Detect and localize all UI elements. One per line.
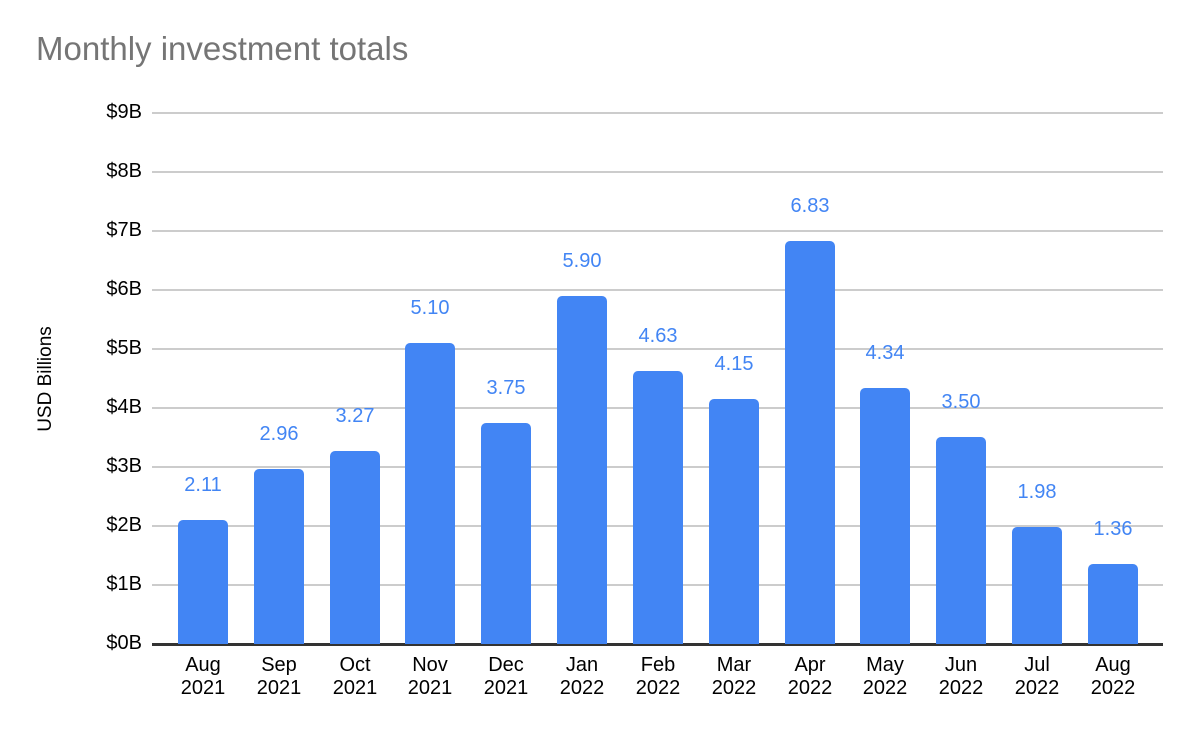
bar — [633, 371, 683, 644]
y-tick-label: $9B — [106, 101, 142, 123]
bar — [936, 437, 986, 644]
y-tick-label: $4B — [106, 396, 142, 418]
x-tick-label: Sep 2021 — [256, 654, 302, 699]
bar-value-label: 5.10 — [410, 297, 450, 319]
x-tick-label: Jul 2022 — [1014, 654, 1060, 699]
bar — [1088, 564, 1138, 644]
bar-value-label: 1.98 — [1017, 481, 1057, 503]
bar — [1012, 527, 1062, 644]
x-tick-label: Jan 2022 — [559, 654, 605, 699]
y-tick-label: $6B — [106, 278, 142, 300]
bar — [330, 451, 380, 644]
bar-value-label: 2.11 — [184, 474, 222, 496]
bar-value-label: 5.90 — [562, 250, 602, 272]
bar — [405, 343, 455, 644]
x-tick-label: Apr 2022 — [787, 654, 833, 699]
bar — [178, 520, 228, 644]
bar-value-label: 2.96 — [259, 423, 299, 445]
bar — [254, 469, 304, 644]
bar — [860, 388, 910, 644]
bar-value-label: 3.75 — [486, 377, 526, 399]
x-tick-label: Mar 2022 — [711, 654, 757, 699]
x-tick-label: Oct 2021 — [332, 654, 378, 699]
x-tick-label: Aug 2022 — [1090, 654, 1136, 699]
bar-value-label: 3.50 — [941, 391, 981, 413]
bar-value-label: 4.15 — [714, 353, 754, 375]
bar — [557, 296, 607, 644]
y-tick-label: $0B — [106, 632, 142, 654]
bar — [481, 423, 531, 644]
y-tick-label: $1B — [106, 573, 142, 595]
x-tick-label: Feb 2022 — [635, 654, 681, 699]
gridline — [152, 348, 1163, 350]
x-tick-label: Aug 2021 — [180, 654, 226, 699]
gridline — [152, 289, 1163, 291]
bar — [785, 241, 835, 644]
y-tick-label: $3B — [106, 455, 142, 477]
x-tick-label: May 2022 — [862, 654, 908, 699]
bar-value-label: 4.34 — [865, 342, 905, 364]
x-axis-line — [152, 643, 1163, 646]
y-axis-title: USD Billions — [35, 325, 56, 432]
gridline — [152, 112, 1163, 114]
gridline — [152, 171, 1163, 173]
bar-value-label: 1.36 — [1093, 518, 1133, 540]
chart-title: Monthly investment totals — [36, 30, 409, 67]
y-tick-label: $8B — [106, 160, 142, 182]
x-tick-label: Jun 2022 — [938, 654, 984, 699]
x-tick-label: Nov 2021 — [407, 654, 453, 699]
y-tick-label: $5B — [106, 337, 142, 359]
bar-value-label: 4.63 — [638, 325, 678, 347]
gridline — [152, 230, 1163, 232]
y-tick-label: $7B — [106, 219, 142, 241]
bar-value-label: 3.27 — [335, 405, 375, 427]
x-tick-label: Dec 2021 — [483, 654, 529, 699]
bar-value-label: 6.83 — [790, 195, 830, 217]
y-tick-label: $2B — [106, 514, 142, 536]
bar — [709, 399, 759, 644]
